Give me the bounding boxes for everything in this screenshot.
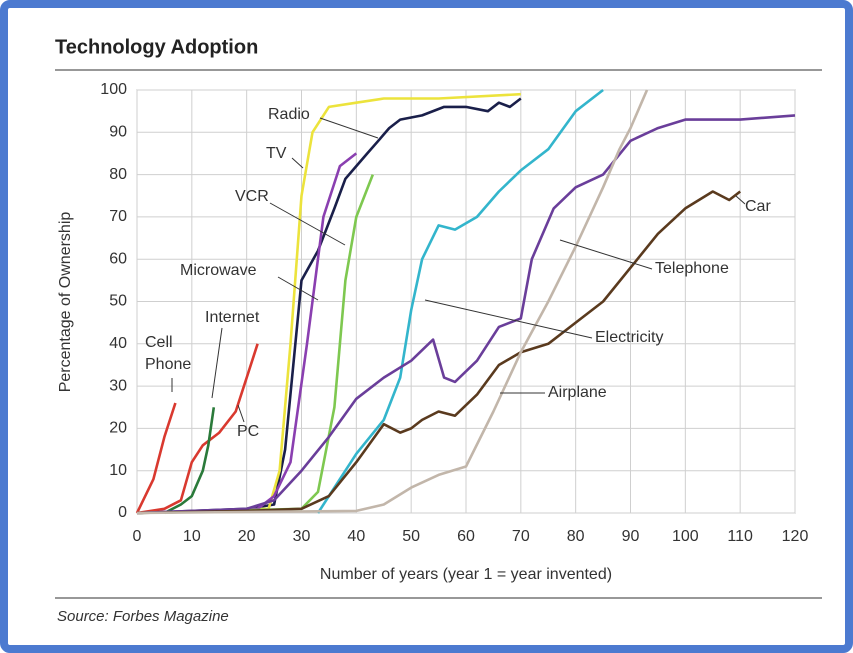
label-leader xyxy=(269,202,346,246)
series-label: Electricity xyxy=(595,329,664,346)
y-tick-label: 60 xyxy=(109,250,127,267)
label-leader xyxy=(735,195,746,205)
series-line xyxy=(136,92,521,515)
x-tick-label: 90 xyxy=(622,528,640,545)
series-line xyxy=(136,89,649,515)
series-label: Microwave xyxy=(180,262,257,279)
x-tick-label: 50 xyxy=(402,528,420,545)
x-tick-label: 80 xyxy=(567,528,585,545)
series-line xyxy=(136,343,259,515)
label-leader xyxy=(319,117,379,139)
series-line xyxy=(135,402,177,514)
x-tick-label: 60 xyxy=(457,528,475,545)
series-label: PC xyxy=(237,423,260,440)
chart-title: Technology Adoption xyxy=(55,36,258,58)
y-tick-label: 10 xyxy=(109,462,127,479)
series-line xyxy=(136,190,741,515)
series-label: Telephone xyxy=(655,260,729,277)
series-label: Cell Phone xyxy=(145,334,192,373)
y-tick-label: 80 xyxy=(109,166,127,183)
y-tick-label: 30 xyxy=(109,377,127,394)
series-label: VCR xyxy=(235,188,269,205)
series-label: Internet xyxy=(205,309,260,326)
x-tick-label: 0 xyxy=(133,528,142,545)
y-tick-label: 50 xyxy=(109,293,127,310)
x-tick-label: 20 xyxy=(238,528,256,545)
series-line xyxy=(316,88,604,514)
y-axis-label: Percentage of Ownership xyxy=(57,212,74,393)
label-leader xyxy=(291,157,304,169)
series-label: Airplane xyxy=(548,384,607,401)
series-label: TV xyxy=(266,145,287,162)
x-tick-label: 40 xyxy=(347,528,365,545)
y-tick-label: 0 xyxy=(118,504,127,521)
x-tick-label: 120 xyxy=(782,528,809,545)
series-label: Car xyxy=(745,198,771,215)
x-tick-label: 70 xyxy=(512,528,530,545)
x-tick-label: 110 xyxy=(727,528,753,545)
series-line xyxy=(136,114,796,515)
source: Source: Forbes Magazine xyxy=(57,608,229,625)
label-leader xyxy=(277,276,319,301)
series-line xyxy=(163,407,216,515)
y-tick-label: 70 xyxy=(109,208,127,225)
y-tick-label: 20 xyxy=(109,420,127,437)
x-tick-label: 100 xyxy=(672,528,699,545)
x-axis-label: Number of years (year 1 = year invented) xyxy=(320,566,612,583)
series-label: Radio xyxy=(268,106,310,123)
series-line xyxy=(136,97,522,515)
label-leader xyxy=(237,404,245,423)
label-leader xyxy=(424,299,593,339)
label-leader xyxy=(559,239,653,270)
x-tick-label: 30 xyxy=(293,528,311,545)
y-tick-label: 100 xyxy=(100,81,127,98)
y-tick-label: 40 xyxy=(109,335,127,352)
y-tick-label: 90 xyxy=(109,124,127,141)
label-leader xyxy=(211,327,223,399)
series-line xyxy=(136,152,358,515)
x-tick-label: 10 xyxy=(183,528,201,545)
